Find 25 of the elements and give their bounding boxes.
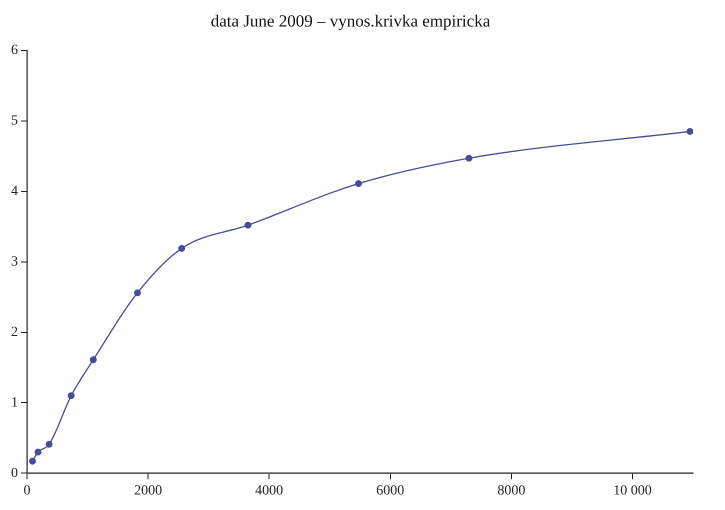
y-tick-label: 5 <box>11 114 18 129</box>
point <box>34 448 42 456</box>
point <box>29 458 36 465</box>
point <box>134 289 141 296</box>
point <box>244 222 252 229</box>
y-tick-label: 0 <box>11 466 18 481</box>
point <box>686 128 693 135</box>
x-tick-label: 6000 <box>376 483 404 498</box>
y-tick-label: 6 <box>11 43 18 58</box>
point <box>178 244 186 252</box>
point <box>355 180 362 188</box>
point <box>68 392 75 400</box>
chart-title: data June 2009 – vynos.krivka empiricka <box>210 12 491 31</box>
y-tick-label: 2 <box>11 324 18 340</box>
y-tick-label: 1 <box>11 395 18 410</box>
y-tick-label: 4 <box>11 184 18 200</box>
x-tick-label: 8000 <box>497 483 526 498</box>
x-tick-label: 2000 <box>134 483 162 498</box>
point <box>46 440 53 448</box>
y-tick-label: 3 <box>11 254 18 270</box>
x-tick-label: 0 <box>24 483 30 498</box>
x-tick-label: 4000 <box>255 483 284 498</box>
point <box>466 154 472 162</box>
point <box>90 356 97 364</box>
x-tick-label: 10 000 <box>613 483 652 498</box>
